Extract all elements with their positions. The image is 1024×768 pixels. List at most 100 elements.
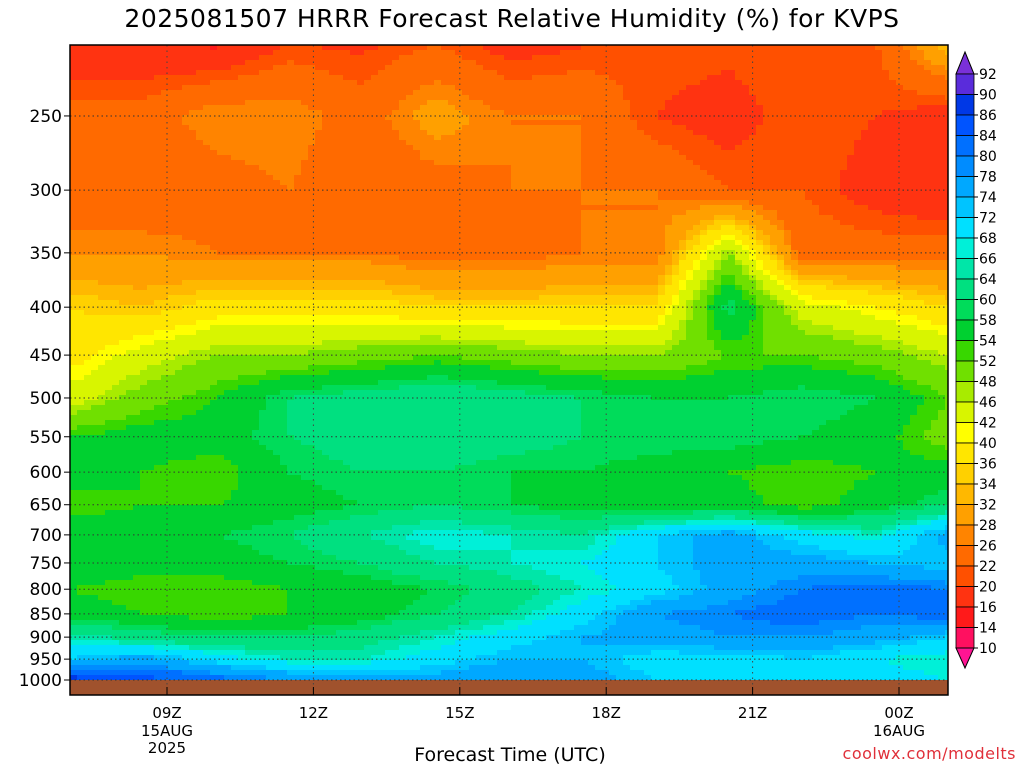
rh-cell [651,160,659,166]
rh-cell [231,135,239,141]
rh-cell [644,110,652,116]
rh-cell [238,195,246,201]
rh-cell [504,240,512,246]
rh-cell [644,195,652,201]
rh-cell [259,70,267,76]
rh-cell [868,235,876,241]
rh-cell [924,65,932,71]
rh-cell [364,200,372,206]
rh-cell [665,235,673,241]
rh-cell [616,150,624,156]
rh-cell [840,105,848,111]
rh-cell [182,215,190,221]
rh-cell [392,125,400,131]
rh-cell [525,175,533,181]
rh-cell [189,135,197,141]
rh-cell [238,85,246,91]
rh-cell [756,210,764,216]
rh-cell [287,230,295,236]
rh-cell [350,175,358,181]
rh-cell [245,55,253,61]
rh-cell [371,80,379,86]
rh-cell [546,210,554,216]
rh-cell [91,105,99,111]
rh-cell [525,60,533,66]
rh-cell [518,115,526,121]
rh-cell [154,110,162,116]
rh-cell [259,60,267,66]
rh-cell [154,45,162,51]
rh-cell [210,240,218,246]
rh-cell [245,240,253,246]
rh-cell [504,175,512,181]
rh-cell [98,150,106,156]
rh-cell [140,190,148,196]
rh-cell [427,95,435,101]
rh-cell [672,190,680,196]
rh-cell [385,195,393,201]
rh-cell [511,90,519,96]
rh-cell [504,65,512,71]
rh-cell [546,105,554,111]
rh-cell [175,100,183,106]
rh-cell [315,130,323,136]
rh-cell [329,150,337,156]
rh-cell [672,70,680,76]
rh-cell [623,210,631,216]
rh-cell [714,165,722,171]
rh-cell [707,130,715,136]
rh-cell [588,65,596,71]
rh-cell [462,175,470,181]
rh-cell [546,55,554,61]
rh-cell [581,145,589,151]
rh-cell [931,130,939,136]
rh-cell [532,175,540,181]
rh-cell [441,50,449,56]
rh-cell [826,75,834,81]
rh-cell [868,125,876,131]
rh-cell [448,160,456,166]
rh-cell [420,195,428,201]
rh-cell [469,50,477,56]
rh-cell [210,100,218,106]
rh-cell [826,65,834,71]
rh-cell [735,175,743,181]
rh-cell [357,175,365,181]
rh-cell [637,170,645,176]
rh-cell [217,55,225,61]
rh-cell [644,90,652,96]
rh-cell [889,195,897,201]
rh-cell [252,105,260,111]
rh-cell [196,170,204,176]
rh-cell [420,225,428,231]
rh-cell [364,145,372,151]
rh-cell [770,110,778,116]
rh-cell [154,170,162,176]
rh-cell [210,155,218,161]
rh-cell [742,85,750,91]
rh-cell [644,215,652,221]
rh-cell [728,60,736,66]
rh-cell [329,95,337,101]
rh-cell [560,145,568,151]
rh-cell [490,175,498,181]
rh-cell [343,135,351,141]
rh-cell [686,100,694,106]
rh-cell [315,220,323,226]
rh-cell [630,50,638,56]
rh-cell [273,95,281,101]
rh-cell [140,150,148,156]
rh-cell [434,220,442,226]
rh-cell [889,125,897,131]
rh-cell [945,170,953,176]
rh-cell [672,180,680,186]
rh-cell [196,175,204,181]
rh-cell [700,155,708,161]
rh-cell [728,165,736,171]
rh-cell [791,60,799,66]
rh-cell [945,180,953,186]
rh-cell [553,130,561,136]
rh-cell [616,120,624,126]
rh-cell [539,210,547,216]
rh-cell [154,215,162,221]
